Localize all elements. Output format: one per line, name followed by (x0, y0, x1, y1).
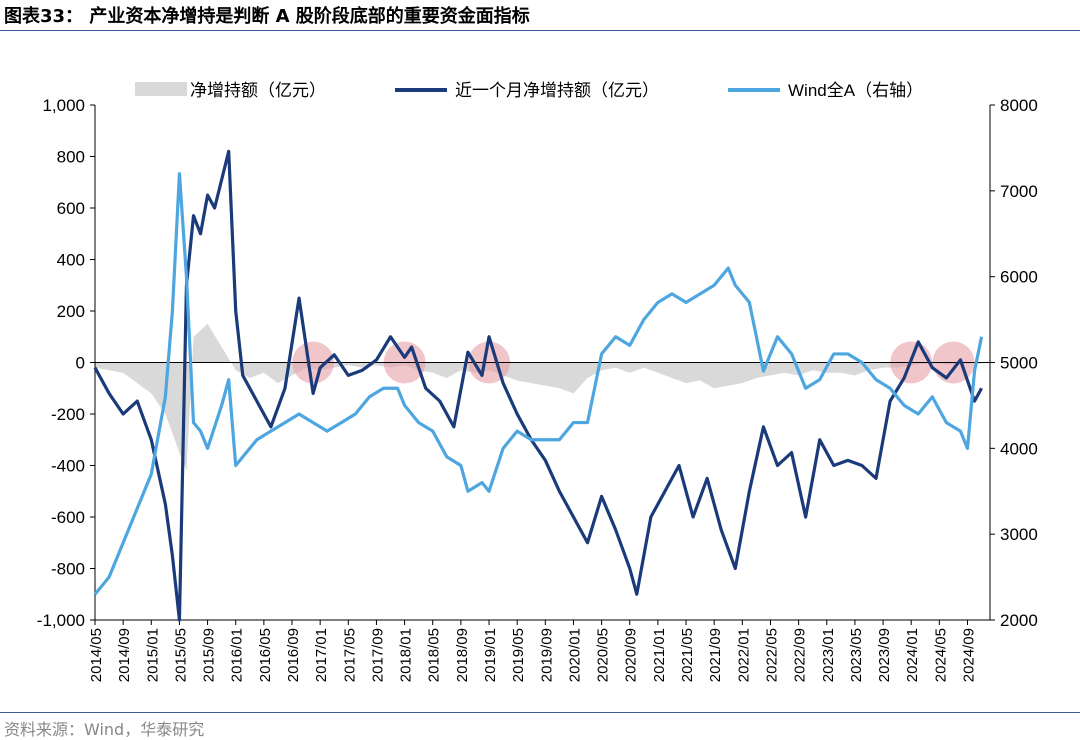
legend-item-wind: Wind全A（右轴） (728, 81, 923, 100)
y-tick-label: 800 (57, 148, 85, 167)
y-tick-label: -400 (51, 457, 85, 476)
x-tick-label: 2019/01 (482, 628, 499, 682)
x-tick-label: 2024/09 (960, 628, 977, 682)
x-tick-label: 2021/05 (679, 628, 696, 682)
x-tick-label: 2024/05 (932, 628, 949, 682)
x-tick-label: 2018/09 (454, 628, 471, 682)
y-tick-label: 400 (57, 251, 85, 270)
x-tick-label: 2023/09 (876, 628, 893, 682)
legend-item-area: 净增持额（亿元） (135, 81, 326, 100)
x-tick-label: 2015/01 (144, 628, 161, 682)
x-tick-label: 2018/05 (426, 628, 443, 682)
y-tick-label: 200 (57, 302, 85, 321)
series-line-wind-all-a (93, 172, 984, 596)
y-tick-label: 0 (76, 354, 85, 373)
lines-group (93, 149, 984, 622)
legend-swatch-area (135, 82, 187, 96)
y-tick-label: 600 (57, 199, 85, 218)
x-tick-label: 2020/05 (595, 628, 612, 682)
title-bar: 图表33： 产业资本净增持是判断 A 股阶段底部的重要资金面指标 (0, 0, 1080, 31)
x-tick-label: 2023/01 (820, 628, 837, 682)
x-tick-label: 2023/05 (848, 628, 865, 682)
axes-group: 1,0008006004002000-200-400-600-800-1,000… (37, 96, 1038, 682)
chart-container: 1,000 800 600 400 200 0 -200 -400 -600 -800 -1,000… (0, 30, 1080, 710)
x-tick-label: 2022/05 (763, 628, 780, 682)
y2-tick-label: 3000 (1000, 525, 1038, 544)
x-tick-label: 2016/09 (285, 628, 302, 682)
y2-tick-label: 7000 (1000, 182, 1038, 201)
x-tick-label: 2016/05 (257, 628, 274, 682)
y2-tick-label: 8000 (1000, 96, 1038, 115)
x-tick-label: 2020/09 (623, 628, 640, 682)
x-tick-label: 2020/01 (566, 628, 583, 682)
y-tick-label: -200 (51, 405, 85, 424)
y2-tick-label: 2000 (1000, 611, 1038, 630)
x-tick-label: 2019/09 (538, 628, 555, 682)
source-note: 资料来源：Wind，华泰研究 (4, 720, 205, 739)
x-tick-label: 2024/01 (904, 628, 921, 682)
y-tick-label: 1,000 (42, 96, 85, 115)
legend-label: 净增持额（亿元） (190, 81, 326, 100)
legend-item-monthly: 近一个月净增持额（亿元） (395, 81, 659, 100)
source-bar: 资料来源：Wind，华泰研究 (0, 712, 1080, 740)
x-tick-label: 2017/05 (341, 628, 358, 682)
legend-label: Wind全A（右轴） (788, 81, 923, 100)
x-tick-label: 2014/05 (88, 628, 105, 682)
x-tick-label: 2019/05 (510, 628, 527, 682)
y2-tick-label: 5000 (1000, 354, 1038, 373)
y-tick-label: -800 (51, 560, 85, 579)
x-tick-label: 2017/09 (369, 628, 386, 682)
x-tick-label: 2015/05 (172, 628, 189, 682)
y2-tick-label: 4000 (1000, 439, 1038, 458)
page-title: 图表33： 产业资本净增持是判断 A 股阶段底部的重要资金面指标 (4, 6, 530, 27)
x-tick-label: 2015/09 (201, 628, 218, 682)
chart-svg: 1,0008006004002000-200-400-600-800-1,000… (37, 81, 1038, 682)
y-tick-label: -1,000 (37, 611, 85, 630)
x-tick-label: 2021/09 (707, 628, 724, 682)
x-tick-label: 2016/01 (229, 628, 246, 682)
x-tick-label: 2022/01 (735, 628, 752, 682)
y2-tick-label: 6000 (1000, 268, 1038, 287)
x-tick-label: 2021/01 (651, 628, 668, 682)
x-tick-label: 2014/09 (116, 628, 133, 682)
legend-label: 近一个月净增持额（亿元） (455, 81, 659, 100)
x-tick-label: 2018/01 (398, 628, 415, 682)
x-tick-label: 2017/01 (313, 628, 330, 682)
x-tick-label: 2022/09 (792, 628, 809, 682)
y-tick-label: -600 (51, 508, 85, 527)
legend: 净增持额（亿元） 近一个月净增持额（亿元） Wind全A（右轴） (135, 81, 923, 100)
series-line-monthly (93, 149, 983, 622)
